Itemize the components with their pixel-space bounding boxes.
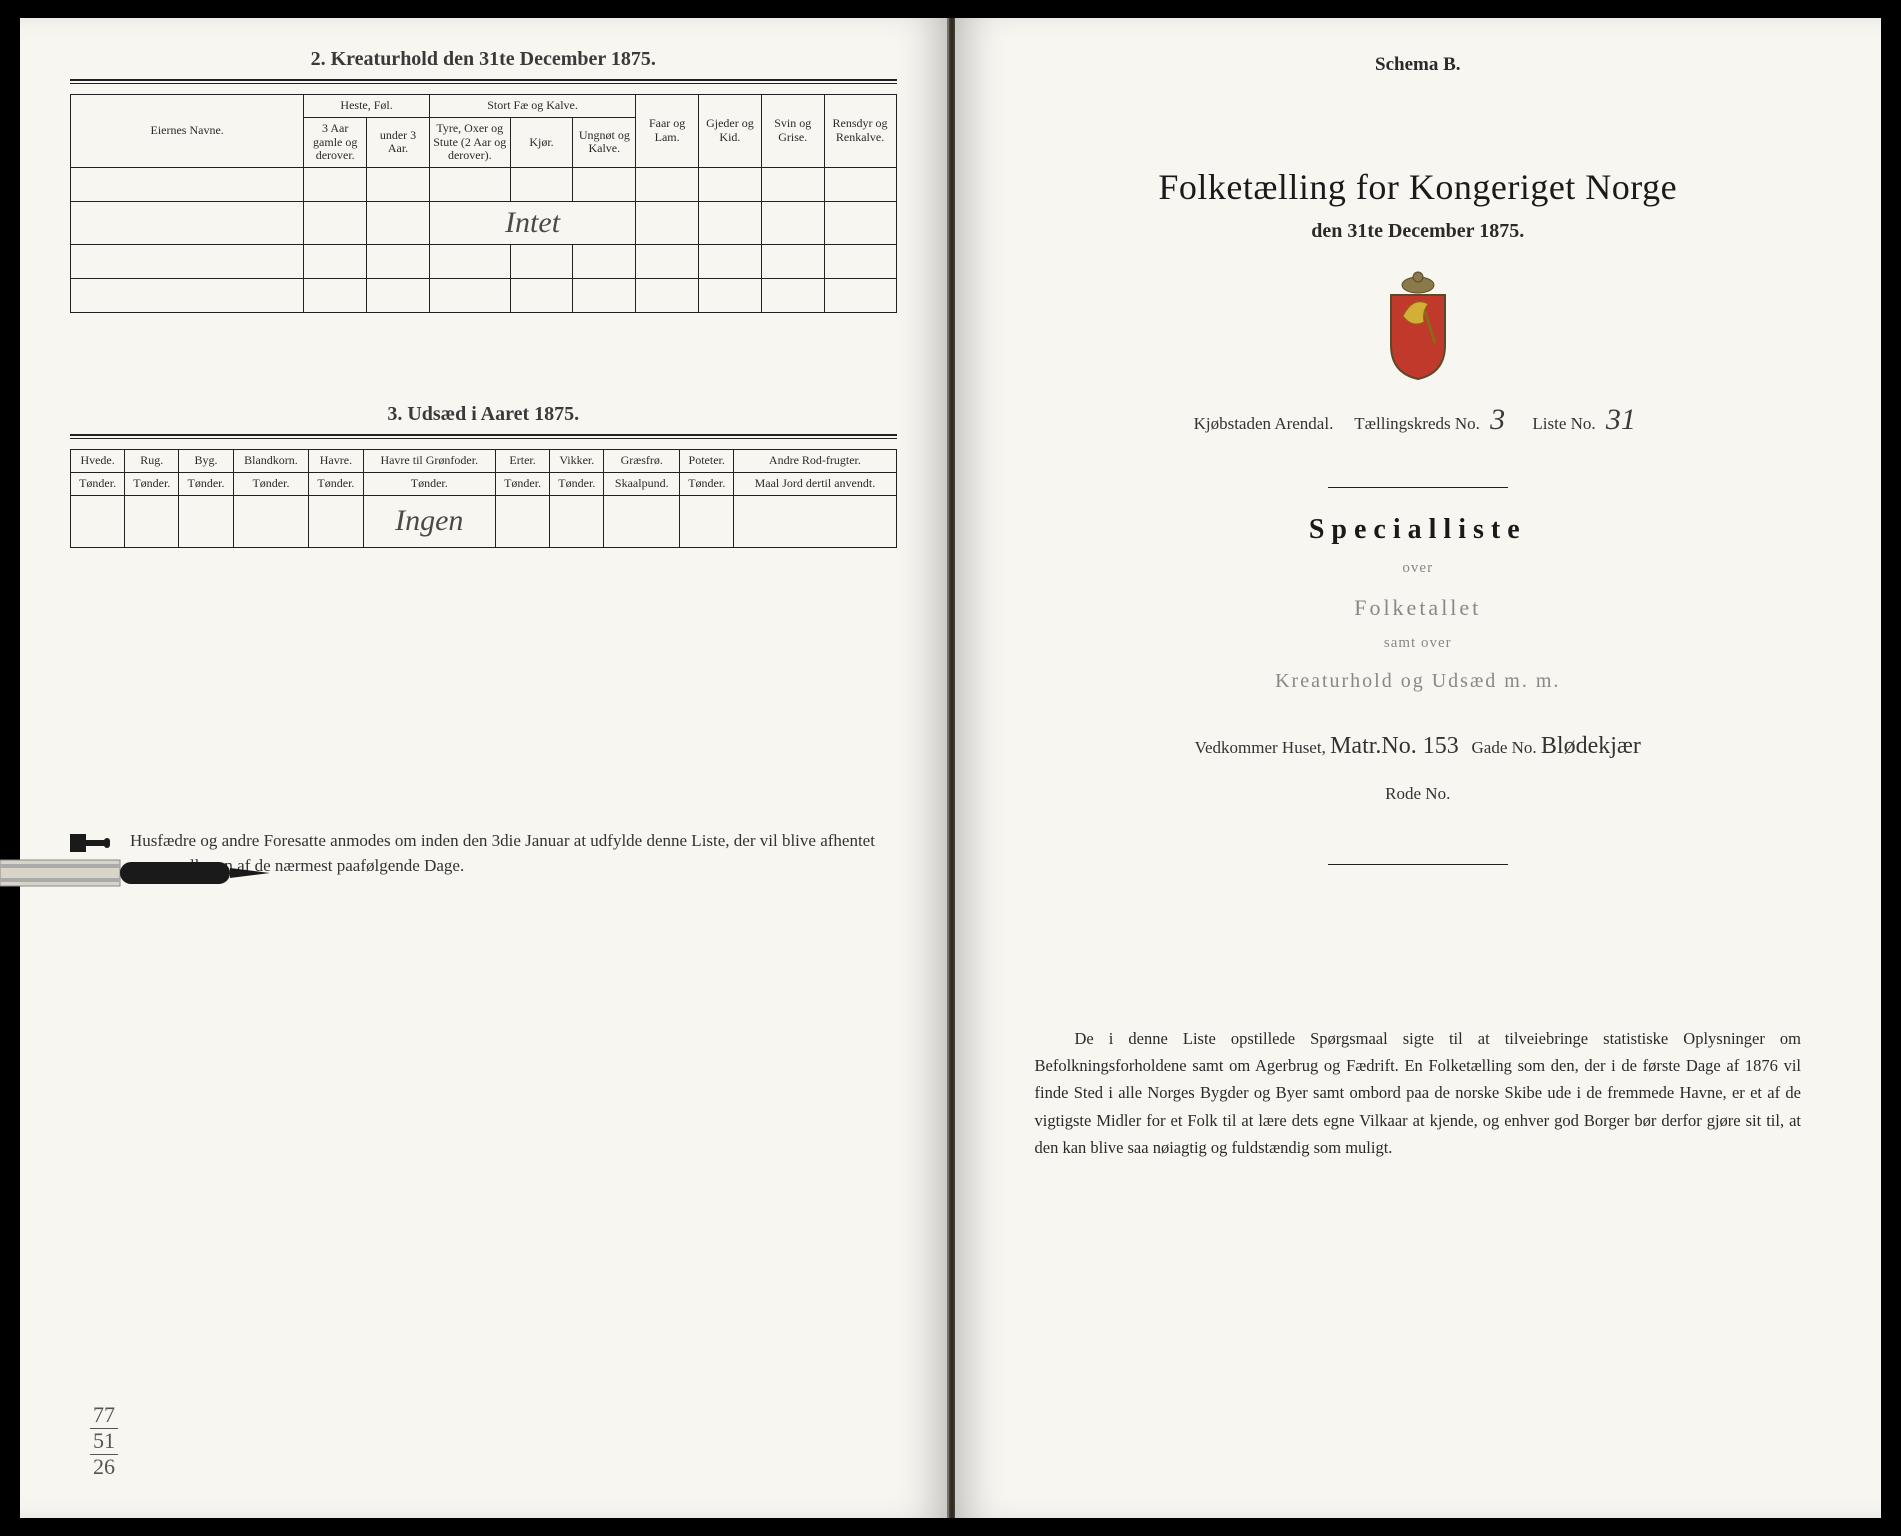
col-rug: Rug.: [125, 450, 179, 473]
col-andre: Andre Rod-frugter.: [734, 450, 896, 473]
handwritten-note: Ingen: [395, 504, 463, 537]
unit: Tønder.: [125, 472, 179, 495]
table-row: [71, 168, 897, 202]
bottom-paragraph: De i denne Liste opstillede Spørgsmaal s…: [1005, 1025, 1832, 1161]
col-havre-gron: Havre til Grønfoder.: [363, 450, 495, 473]
unit: Tønder.: [680, 472, 734, 495]
unit: Tønder.: [495, 472, 549, 495]
house-line: Vedkommer Huset, Matr.No. 153 Gade No. B…: [1005, 733, 1832, 760]
table-row: Ingen: [71, 495, 897, 547]
coat-of-arms-icon: [1373, 271, 1463, 381]
rule: [1328, 487, 1508, 488]
gade-value: Blødekjær: [1541, 733, 1641, 759]
folketallet-label: Folketallet: [1005, 595, 1832, 621]
rule: [70, 434, 897, 436]
col-gjeder: Gjeder og Kid.: [699, 95, 762, 168]
over-label: over: [1005, 560, 1832, 577]
kreatur-label: Kreaturhold og Udsæd m. m.: [1005, 670, 1832, 693]
table-kreaturhold: Eiernes Navne. Heste, Føl. Stort Fæ og K…: [70, 94, 897, 313]
col-blandkorn: Blandkorn.: [233, 450, 309, 473]
col-tyre: Tyre, Oxer og Stute (2 Aar og derover).: [429, 117, 510, 167]
col-vikker: Vikker.: [550, 450, 604, 473]
frac-mid: 51: [90, 1431, 118, 1452]
kreds-label: Tællingskreds No.: [1354, 414, 1480, 433]
col-poteter: Poteter.: [680, 450, 734, 473]
samt-label: samt over: [1005, 635, 1832, 652]
handwritten-note: Intet: [505, 206, 560, 239]
section2-title: 2. Kreaturhold den 31te December 1875.: [70, 48, 897, 71]
section3-title: 3. Udsæd i Aaret 1875.: [70, 403, 897, 426]
col-byg: Byg.: [179, 450, 233, 473]
meta-line: Kjøbstaden Arendal. Tællingskreds No. 3 …: [1005, 403, 1832, 437]
col-3aar: 3 Aar gamle og derover.: [304, 117, 367, 167]
col-faar: Faar og Lam.: [636, 95, 699, 168]
fraction-note: 77 51 26: [90, 1405, 118, 1478]
rule: [1328, 864, 1508, 865]
house-value: Matr.No. 153: [1330, 733, 1459, 759]
liste-value: 31: [1600, 403, 1642, 436]
unit: Skaalpund.: [604, 472, 680, 495]
city-label: Kjøbstaden Arendal.: [1194, 414, 1334, 433]
unit: Tønder.: [309, 472, 363, 495]
col-erter: Erter.: [495, 450, 549, 473]
table-units-row: Tønder. Tønder. Tønder. Tønder. Tønder. …: [71, 472, 897, 495]
unit: Tønder.: [179, 472, 233, 495]
col-svin: Svin og Grise.: [761, 95, 824, 168]
table-row: [71, 245, 897, 279]
schema-label: Schema B.: [1005, 54, 1832, 76]
subtitle: den 31te December 1875.: [1005, 220, 1832, 243]
kreds-value: 3: [1484, 403, 1511, 436]
unit: Maal Jord dertil anvendt.: [734, 472, 896, 495]
right-page: Schema B. Folketælling for Kongeriget No…: [955, 18, 1882, 1518]
col-graesfro: Græsfrø.: [604, 450, 680, 473]
col-eiernes: Eiernes Navne.: [71, 95, 304, 168]
liste-label: Liste No.: [1532, 414, 1595, 433]
main-title: Folketælling for Kongeriget Norge: [1005, 166, 1832, 208]
left-page: 2. Kreaturhold den 31te December 1875. E…: [20, 18, 949, 1518]
bottom-text: De i denne Liste opstillede Spørgsmaal s…: [1035, 1029, 1802, 1157]
unit: Tønder.: [550, 472, 604, 495]
unit: Tønder.: [71, 472, 125, 495]
specialliste-title: Specialliste: [1005, 514, 1832, 546]
rule: [70, 83, 897, 84]
frac-bot: 26: [90, 1457, 118, 1478]
rule: [70, 438, 897, 439]
col-under3: under 3 Aar.: [367, 117, 430, 167]
pen-icon: [0, 838, 300, 908]
frac-top: 77: [90, 1405, 118, 1426]
col-havre: Havre.: [309, 450, 363, 473]
col-stort: Stort Fæ og Kalve.: [429, 95, 635, 118]
table-header-row: Hvede. Rug. Byg. Blandkorn. Havre. Havre…: [71, 450, 897, 473]
gade-label: Gade No.: [1472, 738, 1537, 757]
table-udsaed: Hvede. Rug. Byg. Blandkorn. Havre. Havre…: [70, 449, 897, 548]
table-row: Intet: [71, 202, 897, 245]
book-spread: 2. Kreaturhold den 31te December 1875. E…: [20, 18, 1881, 1518]
rode-line: Rode No.: [1005, 784, 1832, 804]
table-row: [71, 279, 897, 313]
rule: [70, 79, 897, 81]
unit: Tønder.: [233, 472, 309, 495]
col-rensdyr: Rensdyr og Renkalve.: [824, 95, 896, 168]
unit: Tønder.: [363, 472, 495, 495]
col-hvede: Hvede.: [71, 450, 125, 473]
house-label: Vedkommer Huset,: [1195, 738, 1326, 757]
col-kjor: Kjør.: [510, 117, 573, 167]
col-ungnot: Ungnøt og Kalve.: [573, 117, 636, 167]
col-heste: Heste, Føl.: [304, 95, 430, 118]
